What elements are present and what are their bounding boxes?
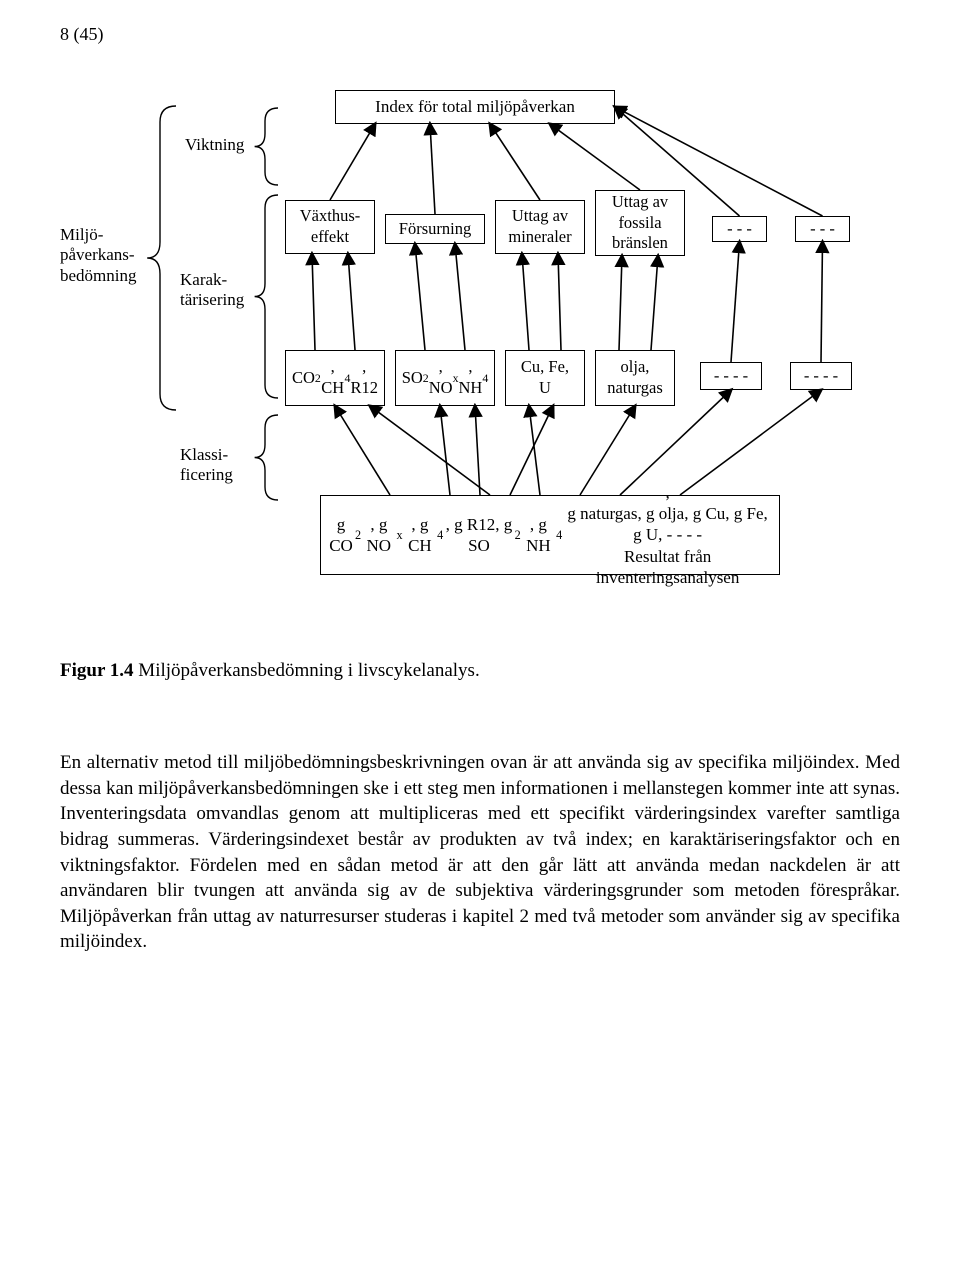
- figure-caption: Figur 1.4 Miljöpåverkansbedömning i livs…: [60, 660, 900, 682]
- page-number: 8 (45): [60, 24, 104, 45]
- body-paragraph: En alternativ metod till miljöbedömnings…: [60, 750, 900, 955]
- box-so2-group: SO2, NOx,NH4: [395, 350, 495, 406]
- box-mineral-use: Uttag avmineraler: [495, 200, 585, 254]
- box-category-dash1: - - -: [712, 216, 767, 242]
- box-inventory-result: g CO2 , g NOx, g CH4, g R12, g SO2, g NH…: [320, 495, 780, 575]
- label-classification: Klassi- ficering: [180, 445, 233, 486]
- box-co2-group: CO2, CH4,R12: [285, 350, 385, 406]
- box-index-total: Index för total miljöpåverkan: [335, 90, 615, 124]
- label-impact-assessment: Miljö- påverkans- bedömning: [60, 225, 137, 286]
- box-sub-dash2: - - - -: [790, 362, 852, 390]
- box-acidification: Försurning: [385, 214, 485, 244]
- box-oil-gas: olja,naturgas: [595, 350, 675, 406]
- box-sub-dash1: - - - -: [700, 362, 762, 390]
- box-cufe-group: Cu, Fe,U: [505, 350, 585, 406]
- box-greenhouse: Växthus-effekt: [285, 200, 375, 254]
- label-characterisation: Karak- tärisering: [180, 270, 244, 311]
- diagram-lca-impact-assessment: Index för total miljöpåverkan Växthus-ef…: [60, 90, 900, 590]
- label-weighting: Viktning: [185, 135, 244, 155]
- box-fossil-use: Uttag avfossilabränslen: [595, 190, 685, 256]
- box-category-dash2: - - -: [795, 216, 850, 242]
